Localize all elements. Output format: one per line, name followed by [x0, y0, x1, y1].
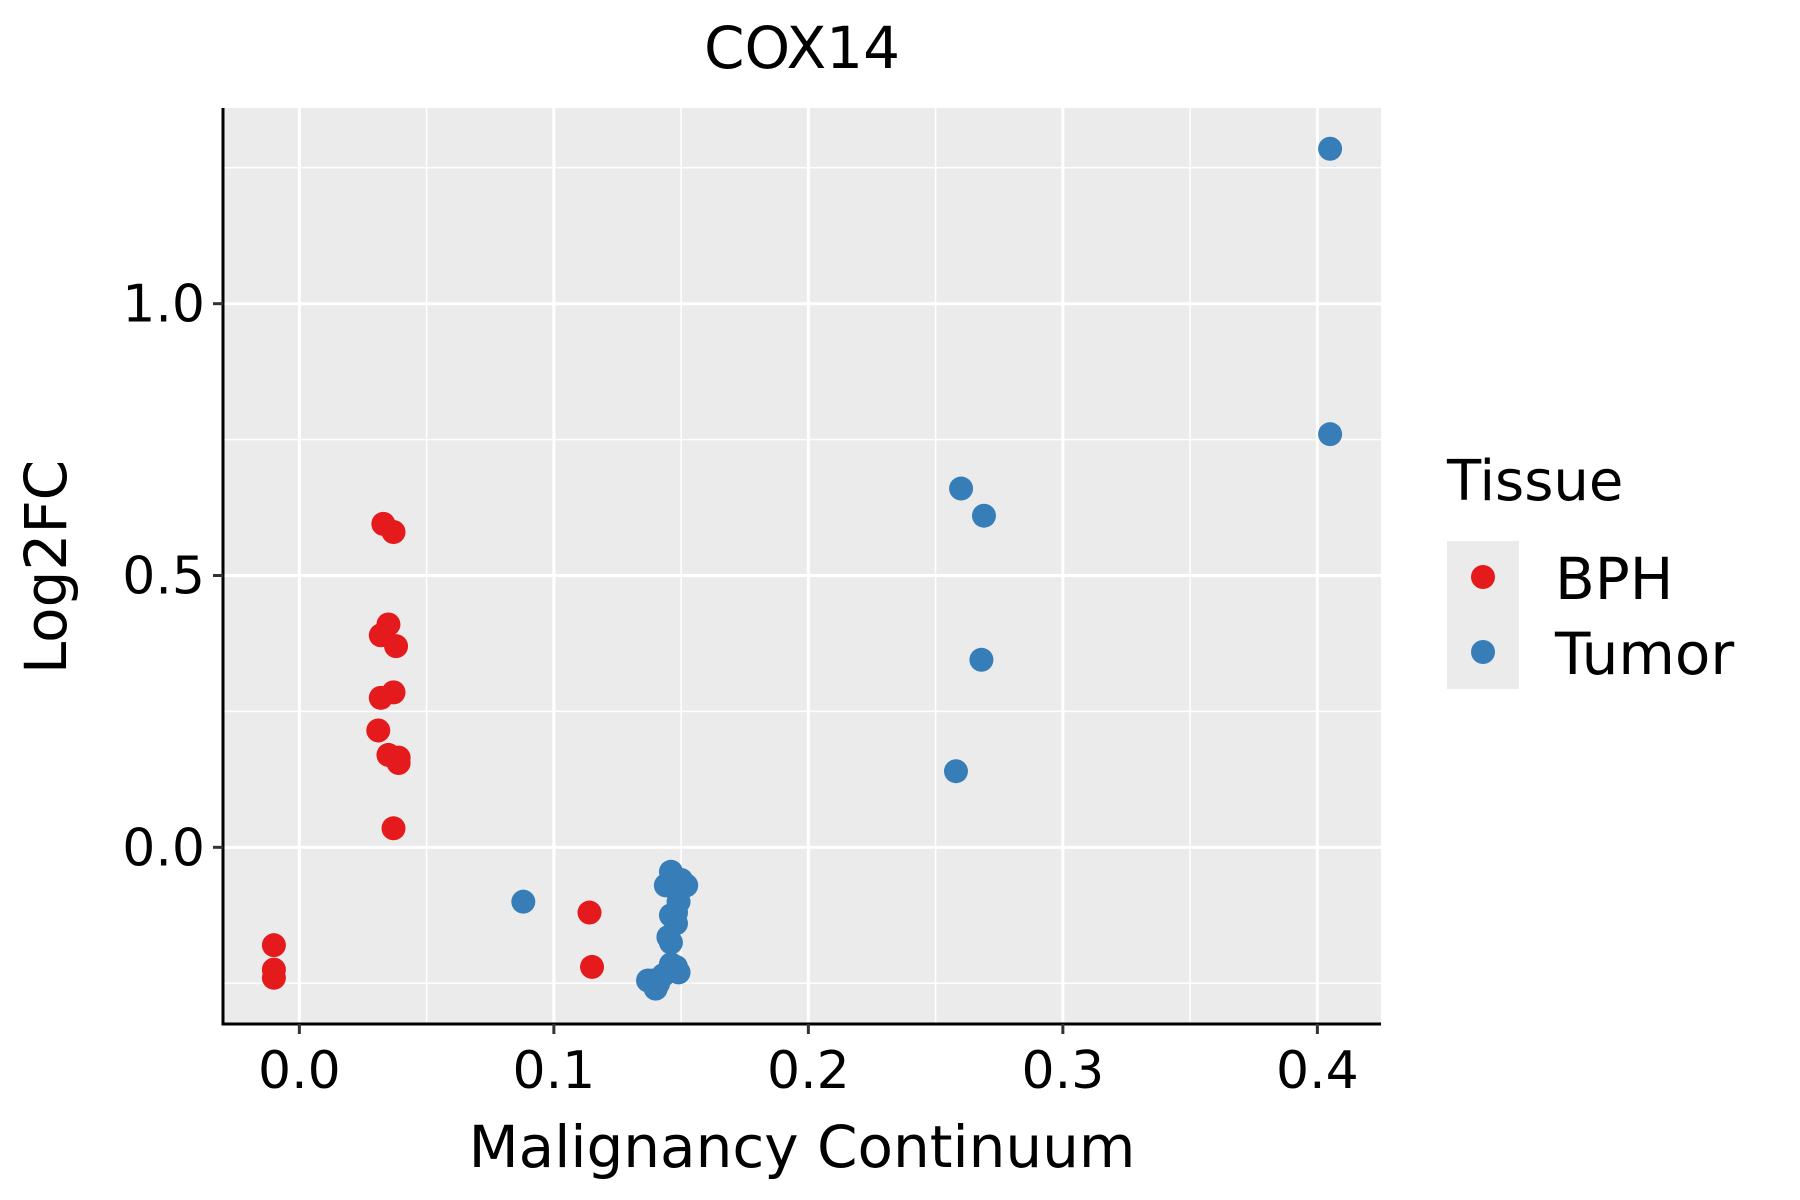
point-bph: [261, 933, 286, 958]
x-tick-label: 0.2: [767, 1041, 850, 1101]
panel-background: [223, 108, 1381, 1024]
point-bph: [384, 634, 409, 659]
plot-panel: [223, 108, 1381, 1024]
point-bph: [368, 685, 393, 710]
point-bph: [577, 900, 602, 925]
grid-lines: [223, 108, 1381, 1024]
point-tumor: [643, 976, 668, 1001]
legend-key-tumor: [1471, 640, 1495, 664]
x-tick-label: 0.0: [258, 1041, 341, 1101]
x-axis-title: Malignancy Continuum: [469, 1113, 1136, 1181]
point-tumor: [971, 503, 996, 528]
tick-labels: 0.0 0.1 0.2 0.3 0.4 0.0 0.5 1.0: [122, 275, 1358, 1101]
legend-label-bph: BPH: [1555, 545, 1673, 613]
chart-title: COX14: [704, 14, 900, 82]
x-tick-label: 0.1: [513, 1041, 596, 1101]
x-tick-label: 0.3: [1022, 1041, 1105, 1101]
point-tumor: [511, 889, 536, 914]
data-points: [261, 136, 1343, 1001]
legend-label-tumor: Tumor: [1554, 620, 1734, 688]
point-tumor: [1318, 422, 1343, 447]
y-axis-title: Log2FC: [12, 460, 80, 674]
y-tick-label: 0.5: [122, 547, 205, 607]
point-tumor: [658, 930, 683, 955]
legend-key-bph: [1471, 565, 1495, 589]
y-tick-label: 0.0: [122, 818, 205, 878]
point-bph: [386, 751, 411, 776]
point-tumor: [949, 476, 974, 501]
point-tumor: [653, 873, 678, 898]
point-bph: [381, 816, 406, 841]
legend-key-background: [1447, 541, 1519, 689]
y-tick-label: 1.0: [122, 275, 205, 335]
legend: Tissue BPH Tumor: [1446, 449, 1734, 689]
axes: [213, 108, 1381, 1034]
point-bph: [381, 520, 406, 545]
point-tumor: [1318, 136, 1343, 161]
point-bph: [366, 718, 391, 743]
x-tick-label: 0.4: [1276, 1041, 1359, 1101]
point-bph: [261, 965, 286, 990]
legend-title: Tissue: [1446, 449, 1623, 514]
point-bph: [580, 954, 605, 979]
point-tumor: [943, 759, 968, 784]
point-tumor: [969, 647, 994, 672]
